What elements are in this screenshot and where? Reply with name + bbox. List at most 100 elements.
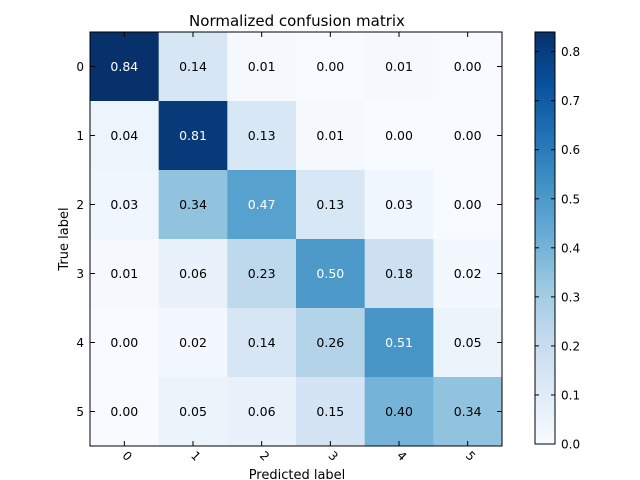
heatmap-cell (433, 101, 503, 171)
cell-value-label: 0.01 (110, 266, 138, 281)
colorbar-tick-label: 0.0 (561, 438, 580, 452)
heatmap-cell (90, 308, 160, 378)
cell-value-label: 0.04 (110, 128, 138, 143)
colorbar-tick-label: 0.8 (561, 45, 580, 59)
cell-value-label: 0.02 (179, 335, 207, 350)
cell-value-label: 0.01 (248, 59, 276, 74)
colorbar-tick-label: 0.7 (561, 94, 580, 108)
heatmap-cell (227, 308, 297, 378)
y-axis-label: True label (57, 207, 72, 271)
cell-value-label: 0.34 (179, 197, 207, 212)
heatmap-cell (90, 32, 160, 102)
colorbar-tick-label: 0.5 (561, 192, 580, 206)
heatmap-cell (433, 377, 503, 447)
heatmap-cell (158, 170, 228, 240)
y-tick-label: 3 (76, 267, 84, 281)
colorbar-tick-label: 0.6 (561, 143, 580, 157)
heatmap-cell (158, 101, 228, 171)
heatmap-cell (227, 101, 297, 171)
cell-value-label: 0.00 (110, 404, 138, 419)
heatmap-cell (296, 239, 366, 309)
heatmap-cell (158, 239, 228, 309)
cell-value-label: 0.00 (385, 128, 413, 143)
heatmap-cell (296, 101, 366, 171)
cell-value-label: 0.84 (110, 59, 138, 74)
heatmap-cell (364, 308, 434, 378)
heatmap-cell (364, 32, 434, 102)
cell-value-label: 0.15 (316, 404, 344, 419)
x-tick-label: 1 (188, 449, 203, 464)
cell-value-label: 0.06 (179, 266, 207, 281)
cell-value-label: 0.50 (316, 266, 344, 281)
heatmap-cell (90, 239, 160, 309)
colorbar-tick-label: 0.2 (561, 339, 580, 353)
x-tick-label: 3 (326, 449, 341, 464)
heatmap-cell (433, 239, 503, 309)
heatmap-cell (90, 170, 160, 240)
cell-value-label: 0.05 (454, 335, 482, 350)
colorbar (534, 31, 556, 445)
plot-frame (89, 31, 503, 447)
cell-value-label: 0.13 (316, 197, 344, 212)
colorbar-tick-label: 0.3 (561, 290, 580, 304)
y-tick-label: 2 (76, 198, 84, 212)
cell-value-label: 0.23 (248, 266, 276, 281)
cell-value-label: 0.03 (385, 197, 413, 212)
cell-value-label: 0.00 (454, 128, 482, 143)
heatmap-cell (296, 377, 366, 447)
heatmap-cell (227, 239, 297, 309)
heatmap-cell (90, 101, 160, 171)
cell-value-label: 0.26 (316, 335, 344, 350)
heatmap-cell (433, 32, 503, 102)
heatmap-cell (158, 32, 228, 102)
cell-value-label: 0.00 (454, 197, 482, 212)
x-tick-label: 4 (394, 449, 409, 464)
cell-value-label: 0.81 (179, 128, 207, 143)
cell-value-label: 0.51 (385, 335, 413, 350)
heatmap-cell (158, 377, 228, 447)
cell-value-label: 0.06 (248, 404, 276, 419)
cell-value-label: 0.00 (110, 335, 138, 350)
heatmap-cell (296, 32, 366, 102)
cell-value-label: 0.03 (110, 197, 138, 212)
heatmap-cell (433, 308, 503, 378)
cell-value-label: 0.40 (385, 404, 413, 419)
heatmap-cell (364, 239, 434, 309)
heatmap-cell (90, 377, 160, 447)
heatmap-cell (296, 308, 366, 378)
colorbar-ticks: 0.0 0.1 0.2 0.3 0.4 0.5 0.6 0.7 0.8 (535, 45, 580, 452)
heatmap-cell (227, 170, 297, 240)
heatmap-value-labels: 0.84 0.14 0.01 0.00 0.01 0.00 0.04 0.81 0.13 0.01… (110, 59, 481, 419)
cell-value-label: 0.01 (385, 59, 413, 74)
cell-value-label: 0.05 (179, 404, 207, 419)
heatmap-cell (158, 308, 228, 378)
x-tick-label: 2 (257, 449, 272, 464)
cell-value-label: 0.00 (316, 59, 344, 74)
y-axis-ticks: 0 1 2 3 4 5 (76, 60, 502, 419)
x-tick-label: 0 (120, 449, 135, 464)
chart-title: Normalized confusion matrix (189, 12, 405, 30)
colorbar-tick-label: 0.4 (561, 241, 580, 255)
cell-value-label: 0.47 (248, 197, 276, 212)
cell-value-label: 0.13 (248, 128, 276, 143)
heatmap-cells (90, 32, 503, 447)
cell-value-label: 0.01 (316, 128, 344, 143)
heatmap-cell (364, 170, 434, 240)
heatmap-cell (296, 170, 366, 240)
cell-value-label: 0.14 (248, 335, 276, 350)
heatmap-cell (227, 32, 297, 102)
y-tick-label: 0 (76, 60, 84, 74)
cell-value-label: 0.14 (179, 59, 207, 74)
heatmap-cell (364, 377, 434, 447)
y-tick-label: 1 (76, 129, 84, 143)
cell-value-label: 0.00 (454, 59, 482, 74)
cell-value-label: 0.02 (454, 266, 482, 281)
heatmap-cell (364, 101, 434, 171)
colorbar-tick-label: 0.1 (561, 388, 580, 402)
cell-value-label: 0.34 (454, 404, 482, 419)
heatmap-cell (433, 170, 503, 240)
y-tick-label: 5 (76, 405, 84, 419)
heatmap-cell (227, 377, 297, 447)
x-axis-label: Predicted label (249, 468, 346, 480)
